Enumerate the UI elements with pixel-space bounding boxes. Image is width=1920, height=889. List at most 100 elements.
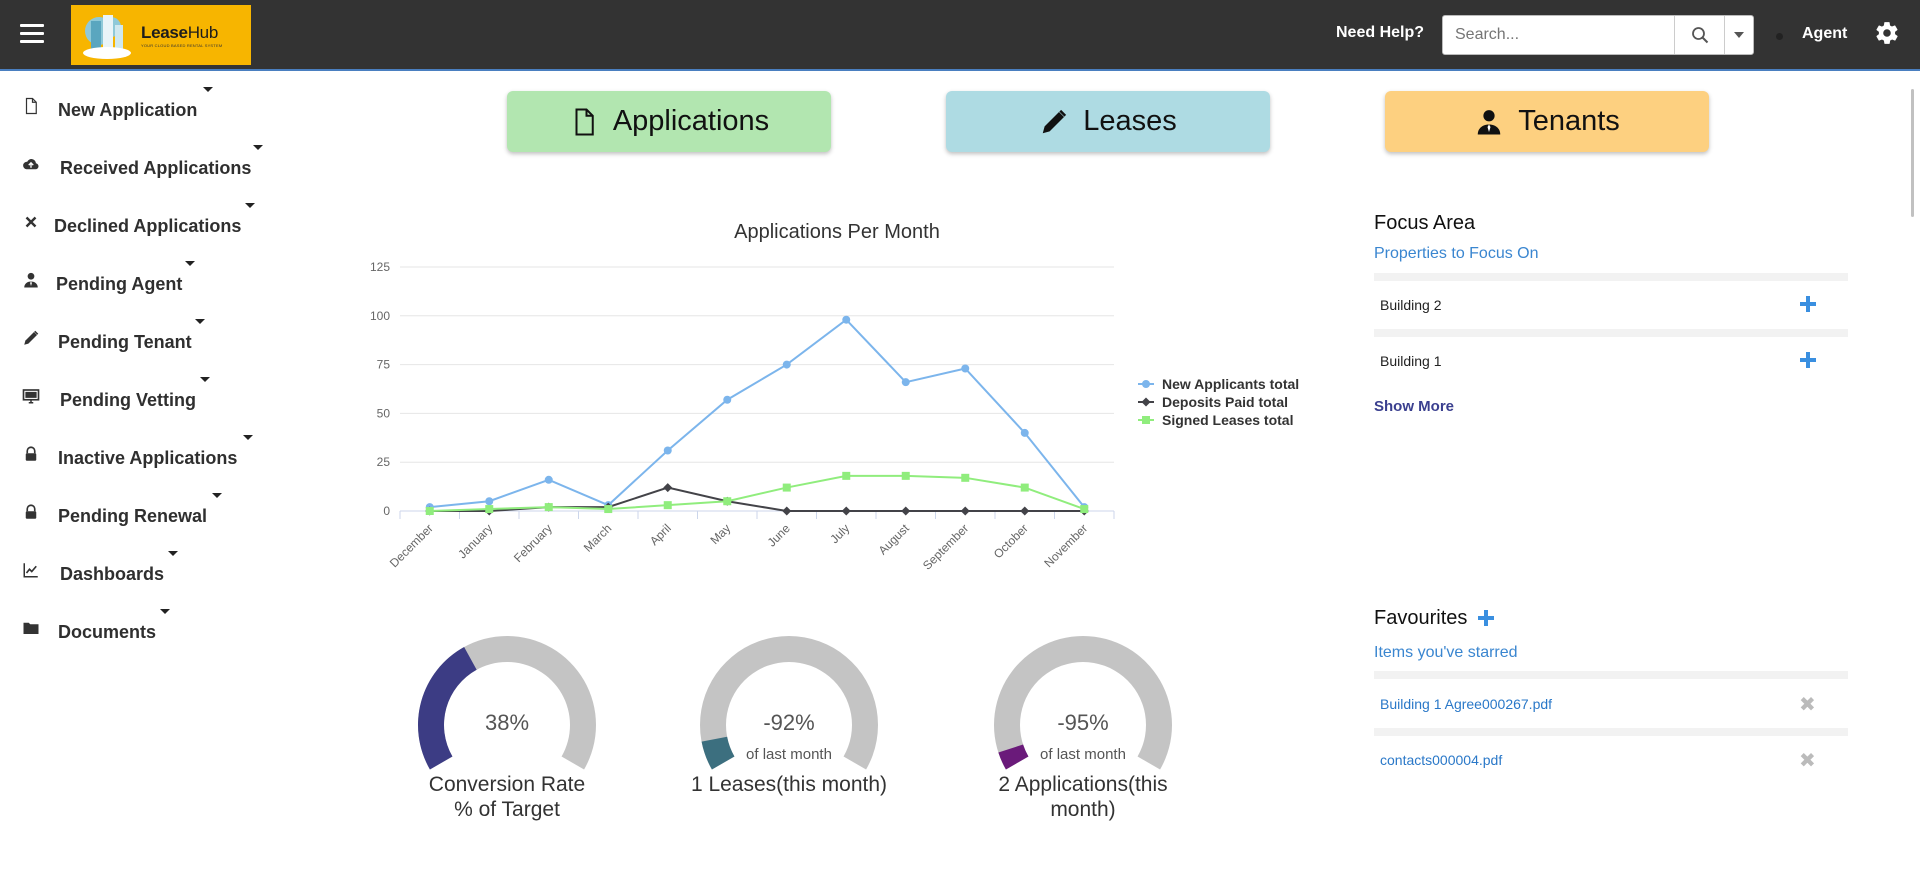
data-point: [1020, 506, 1030, 516]
sidebar-item-label: Received Applications: [60, 158, 252, 178]
x-tick-label: December: [387, 521, 436, 570]
sidebar-item-inactive-applications[interactable]: Inactive Applications: [0, 421, 280, 468]
y-tick-label: 75: [377, 358, 391, 372]
gear-icon[interactable]: [1874, 20, 1900, 46]
sidebar-item-pending-tenant[interactable]: Pending Tenant: [0, 305, 280, 352]
gauge-track: [418, 636, 596, 770]
caret-down-icon[interactable]: [245, 203, 255, 208]
file-icon: [569, 107, 599, 137]
sidebar-item-pending-renewal[interactable]: Pending Renewal: [0, 479, 280, 526]
x-tick-label: May: [707, 521, 733, 547]
data-point: [1080, 505, 1089, 514]
gauge-title: 1 Leases(this month): [669, 772, 909, 797]
folder-icon: [22, 619, 42, 639]
x-tick-label: January: [455, 521, 495, 561]
sidebar-item-label: New Application: [58, 100, 198, 120]
user-menu[interactable]: Agent: [1802, 25, 1848, 42]
x-tick-label: March: [581, 521, 614, 554]
y-tick-label: 0: [383, 504, 390, 518]
add-focus-icon[interactable]: [1800, 352, 1816, 368]
data-point: [782, 360, 791, 369]
caret-down-icon[interactable]: [212, 493, 222, 498]
caret-down-icon[interactable]: [243, 435, 253, 440]
search-button[interactable]: [1674, 16, 1724, 54]
tenants-button[interactable]: Tenants: [1385, 91, 1709, 152]
sidebar-item-documents[interactable]: Documents: [0, 595, 280, 642]
caret-down-icon[interactable]: [253, 145, 263, 150]
sidebar-item-new-application[interactable]: New Application: [0, 73, 280, 120]
add-favourite-icon[interactable]: [1478, 610, 1494, 626]
data-point: [544, 475, 553, 484]
sidebar-item-declined-applications[interactable]: Declined Applications: [0, 189, 280, 236]
legend-label: Deposits Paid total: [1162, 394, 1288, 410]
cloud-upload-icon: [22, 155, 42, 175]
sidebar-item-label: Pending Renewal: [58, 506, 208, 526]
add-focus-icon[interactable]: [1800, 296, 1816, 312]
logo-name-bold: Lease: [141, 22, 188, 42]
sidebar-item-label: Pending Tenant: [58, 332, 192, 352]
gauge-title-line: month): [1050, 798, 1116, 821]
data-point: [782, 506, 792, 516]
applications-button-label: Applications: [612, 105, 770, 137]
user-icon: [1474, 107, 1504, 137]
gauge-value: 38%: [484, 710, 530, 735]
need-help-link[interactable]: Need Help?: [1336, 24, 1425, 41]
data-point: [1020, 483, 1029, 492]
divider: [1374, 671, 1848, 679]
sidebar-item-label: Inactive Applications: [58, 448, 238, 468]
legend-marker: [1141, 397, 1151, 407]
gauge-subtext: of last month: [1040, 746, 1126, 763]
y-tick-label: 100: [370, 309, 390, 323]
divider: [1374, 329, 1848, 337]
sidebar-item-dashboards[interactable]: Dashboards: [0, 537, 280, 584]
lock-icon: [22, 445, 42, 465]
sidebar-item-received-applications[interactable]: Received Applications: [0, 131, 280, 178]
hamburger-menu-icon[interactable]: [20, 24, 44, 46]
caret-down-icon[interactable]: [160, 609, 170, 614]
gauge-value: -95%: [1057, 710, 1109, 735]
scrollbar[interactable]: [1905, 73, 1920, 889]
remove-favourite-icon[interactable]: ✖: [1799, 694, 1816, 716]
sidebar-item-label: Declined Applications: [54, 216, 242, 236]
x-tick-label: August: [876, 521, 913, 558]
line-chart-icon: [22, 561, 42, 581]
data-point: [842, 315, 851, 324]
applications-button[interactable]: Applications: [507, 91, 831, 152]
favourite-file-link[interactable]: contacts000004.pdf: [1380, 752, 1503, 768]
leasehub-logo[interactable]: LeaseHub YOUR CLOUD BASED RENTAL SYSTEM: [71, 5, 251, 65]
legend-label: Signed Leases total: [1162, 412, 1293, 428]
data-point: [425, 507, 434, 515]
caret-down-icon[interactable]: [200, 377, 210, 382]
sidebar-item-pending-vetting[interactable]: Pending Vetting: [0, 363, 280, 410]
y-tick-label: 50: [377, 406, 391, 420]
data-point: [604, 505, 613, 514]
search-input[interactable]: [1443, 16, 1674, 54]
remove-favourite-icon[interactable]: ✖: [1799, 750, 1816, 772]
data-point: [782, 483, 791, 492]
x-tick-label: April: [647, 521, 674, 548]
gauge-subtext: of last month: [746, 746, 832, 763]
caret-down-icon[interactable]: [185, 261, 195, 266]
sidebar-item-pending-agent[interactable]: Pending Agent: [0, 247, 280, 294]
status-dot: [1776, 33, 1783, 40]
search-dropdown-button[interactable]: [1724, 16, 1753, 54]
caret-down-icon[interactable]: [195, 319, 205, 324]
show-more-link[interactable]: Show More: [1374, 398, 1455, 415]
data-point: [485, 497, 494, 506]
favourite-file-link[interactable]: Building 1 Agree000267.pdf: [1380, 696, 1553, 712]
data-point: [901, 506, 911, 516]
data-point: [842, 471, 851, 480]
pencil-icon: [22, 329, 42, 349]
logo-buildings-icon: [77, 7, 137, 63]
top-bar: LeaseHub YOUR CLOUD BASED RENTAL SYSTEM …: [0, 0, 1920, 71]
series-line: [429, 318, 1086, 509]
data-point: [663, 483, 673, 493]
leases-button[interactable]: Leases: [946, 91, 1270, 152]
focus-area-subtitle: Properties to Focus On: [1374, 245, 1539, 262]
favourites-subtitle: Items you've starred: [1374, 644, 1518, 661]
series-line: [429, 474, 1085, 512]
caret-down-icon[interactable]: [168, 551, 178, 556]
x-tick-label: July: [827, 521, 852, 546]
caret-down-icon[interactable]: [203, 87, 213, 92]
scrollbar-thumb[interactable]: [1911, 89, 1914, 217]
